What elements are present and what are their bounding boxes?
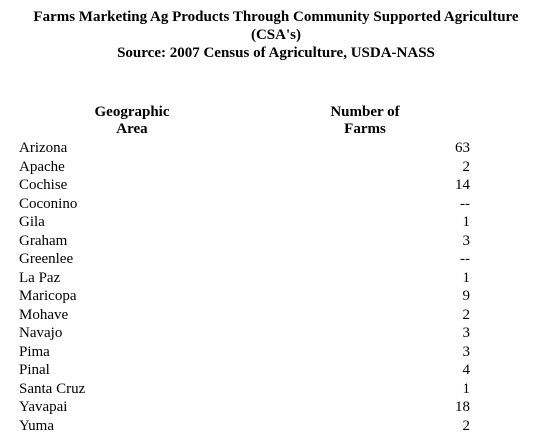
table-row: Mohave 2	[0, 306, 552, 325]
farms-cell: 2	[462, 306, 471, 323]
farms-cell: 1	[462, 269, 471, 286]
source-line: Source: 2007 Census of Agriculture, USDA…	[117, 45, 435, 61]
farms-cell: 3	[462, 232, 471, 249]
area-cell: Yavapai	[19, 399, 68, 415]
table-row: Coconino --	[0, 195, 552, 214]
area-cell: Greenlee	[19, 251, 74, 267]
farms-cell: 9	[462, 288, 471, 304]
area-cell: Santa Cruz	[19, 380, 86, 397]
area-cell: Pima	[19, 343, 50, 360]
farms-cell: 63	[455, 140, 470, 156]
area-cell: Apache	[19, 158, 65, 175]
area-cell: Graham	[19, 232, 68, 249]
table-row: Pima 3	[0, 343, 552, 362]
column-header-area-line2: Area	[116, 121, 148, 137]
table-row: Pinal 4	[0, 361, 552, 380]
column-header-farms-line2: Farms	[344, 121, 386, 137]
farms-cell: 2	[462, 158, 471, 175]
title-line-csa: (CSA's)	[250, 27, 301, 43]
area-cell: Arizona	[19, 140, 68, 156]
table-row: Navajo 3	[0, 324, 552, 343]
table-row: Apache 2	[0, 158, 552, 177]
area-cell: La Paz	[19, 269, 61, 286]
farms-cell: 4	[462, 362, 471, 378]
document-title: Farms Marketing Ag Products Through Comm…	[0, 8, 552, 62]
title-line-main: Farms Marketing Ag Products Through Comm…	[33, 9, 519, 25]
table-row: Yuma 2	[0, 417, 552, 436]
area-cell: Coconino	[19, 195, 78, 212]
area-cell: Yuma	[19, 417, 54, 434]
table-row: Greenlee --	[0, 250, 552, 269]
farms-cell: 3	[462, 343, 471, 360]
table-row: Cochise 14	[0, 176, 552, 195]
table-row: Graham 3	[0, 232, 552, 251]
table-row: Arizona 63	[0, 139, 552, 158]
farms-cell: 1	[462, 214, 471, 230]
column-header-number-of-farms: Number of Farms	[305, 104, 425, 138]
area-cell: Cochise	[19, 177, 68, 193]
area-cell: Mohave	[19, 306, 69, 323]
column-header-area-line1: Geographic	[94, 104, 170, 120]
area-cell: Maricopa	[19, 288, 77, 304]
column-header-farms-line1: Number of	[330, 104, 400, 120]
farms-cell: --	[460, 251, 470, 267]
data-table: Arizona 63 Apache 2 Cochise 14 Coconino -- Gila 1…	[0, 139, 552, 435]
farms-cell: 2	[462, 417, 471, 434]
table-row: La Paz 1	[0, 269, 552, 288]
farms-cell: 3	[462, 325, 471, 341]
table-row: Gila 1	[0, 213, 552, 232]
table-row: Yavapai 18	[0, 398, 552, 417]
farms-cell: 1	[462, 380, 471, 397]
farms-cell: 14	[455, 177, 470, 193]
table-row: Maricopa 9	[0, 287, 552, 306]
farms-cell: 18	[455, 399, 470, 415]
farms-cell: --	[460, 195, 470, 212]
area-cell: Gila	[19, 214, 45, 230]
area-cell: Navajo	[19, 325, 63, 341]
table-row: Santa Cruz 1	[0, 380, 552, 399]
column-header-geographic-area: Geographic Area	[72, 104, 192, 138]
area-cell: Pinal	[19, 362, 50, 378]
